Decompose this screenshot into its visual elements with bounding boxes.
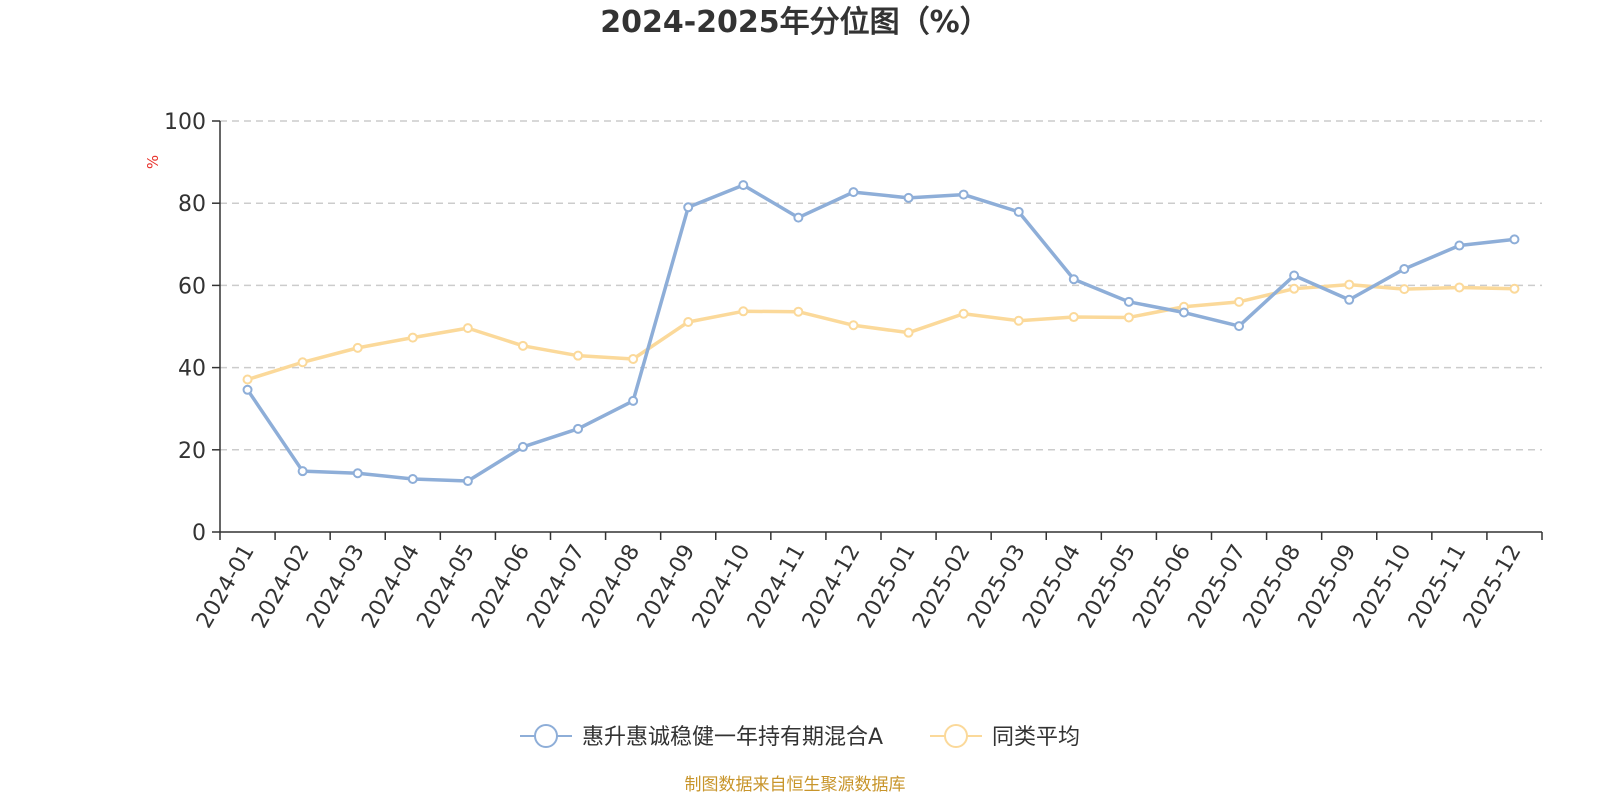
data-point[interactable] — [1289, 283, 1300, 294]
data-point[interactable] — [738, 306, 749, 317]
y-tick-label: 40 — [178, 357, 206, 382]
data-point[interactable] — [462, 323, 473, 334]
data-point[interactable] — [903, 192, 914, 203]
data-point[interactable] — [1399, 263, 1410, 274]
series-2 — [242, 279, 1520, 385]
data-point[interactable] — [242, 384, 253, 395]
legend-item-2[interactable]: 同类平均 — [930, 724, 1080, 750]
data-point[interactable] — [1509, 283, 1520, 294]
y-axis-unit-label: % — [144, 155, 162, 169]
series-1 — [242, 180, 1520, 487]
data-point[interactable] — [793, 306, 804, 317]
data-point[interactable] — [683, 202, 694, 213]
series-line — [247, 282, 1515, 382]
data-point[interactable] — [1013, 206, 1024, 217]
data-point[interactable] — [1399, 284, 1410, 295]
data-point[interactable] — [1178, 307, 1189, 318]
data-point[interactable] — [352, 342, 363, 353]
data-point[interactable] — [517, 340, 528, 351]
data-point[interactable] — [1123, 296, 1134, 307]
data-point[interactable] — [628, 395, 639, 406]
y-tick-label: 80 — [178, 192, 206, 217]
series-line — [246, 183, 1515, 483]
data-point[interactable] — [297, 466, 308, 477]
data-point[interactable] — [1344, 294, 1355, 305]
legend-item-1[interactable]: 惠升惠诚稳健一年持有期混合A — [520, 724, 883, 750]
legend-label: 同类平均 — [992, 725, 1080, 750]
data-point[interactable] — [1454, 282, 1465, 293]
data-point[interactable] — [1454, 240, 1465, 251]
data-point[interactable] — [242, 374, 253, 385]
data-point[interactable] — [1013, 315, 1024, 326]
data-point[interactable] — [573, 350, 584, 361]
data-point[interactable] — [958, 308, 969, 319]
data-source-note: 制图数据来自恒生聚源数据库 — [685, 775, 906, 795]
legend-label: 惠升惠诚稳健一年持有期混合A — [582, 725, 883, 750]
data-point[interactable] — [297, 357, 308, 368]
data-point[interactable] — [1509, 234, 1520, 245]
y-tick-label: 0 — [192, 521, 206, 546]
data-point[interactable] — [1234, 296, 1245, 307]
y-tick-label: 100 — [164, 110, 206, 135]
legend-marker — [944, 724, 968, 748]
series-lines — [242, 180, 1520, 487]
data-point[interactable] — [793, 212, 804, 223]
y-tick-label: 60 — [178, 274, 206, 299]
data-point[interactable] — [517, 441, 528, 452]
data-point[interactable] — [848, 187, 859, 198]
data-point[interactable] — [407, 332, 418, 343]
data-point[interactable] — [352, 468, 363, 479]
data-point[interactable] — [628, 353, 639, 364]
grid-lines — [220, 120, 1542, 451]
legend-marker — [534, 724, 558, 748]
legend: 惠升惠诚稳健一年持有期混合A 同类平均 — [520, 724, 1080, 750]
data-point[interactable] — [462, 476, 473, 487]
data-point[interactable] — [1123, 312, 1134, 323]
data-point[interactable] — [903, 327, 914, 338]
data-point[interactable] — [1068, 312, 1079, 323]
data-point[interactable] — [573, 423, 584, 434]
data-point[interactable] — [407, 473, 418, 484]
data-point[interactable] — [1234, 321, 1245, 332]
data-point[interactable] — [1344, 279, 1355, 290]
data-point[interactable] — [958, 189, 969, 200]
data-point[interactable] — [738, 180, 749, 191]
y-tick-label: 20 — [178, 439, 206, 464]
data-point[interactable] — [1068, 274, 1079, 285]
data-point[interactable] — [1289, 270, 1300, 281]
chart-title: 2024-2025年分位图（%） — [600, 5, 990, 40]
data-point[interactable] — [683, 316, 694, 327]
data-point[interactable] — [848, 320, 859, 331]
